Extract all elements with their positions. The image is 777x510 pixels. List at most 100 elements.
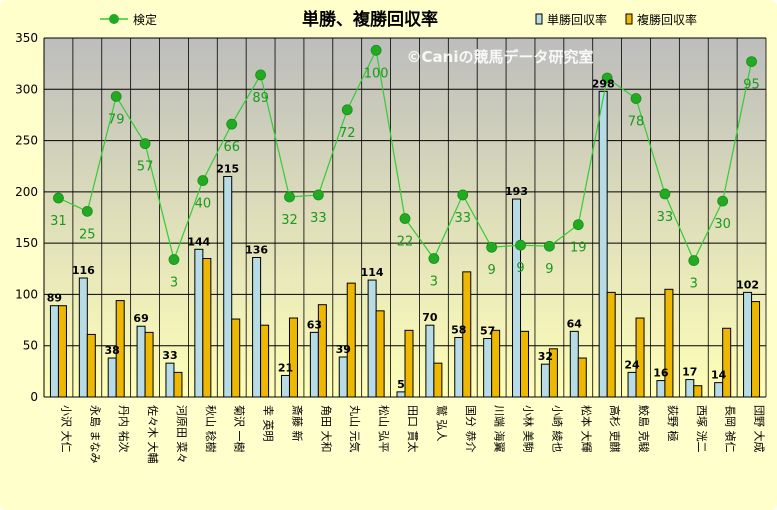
kentei-value-label: 3 (170, 276, 178, 291)
tansho-value-label: 5 (397, 378, 405, 391)
x-tick-label: 佐々木 大輔 (146, 405, 160, 464)
fukusho-bar (722, 327, 732, 398)
kentei-value-label: 9 (487, 263, 495, 278)
tansho-bar (425, 324, 435, 398)
tansho-value-label: 33 (162, 349, 177, 362)
fukusho-bar (433, 362, 443, 398)
kentei-value-label: 32 (281, 213, 298, 228)
tansho-value-label: 89 (47, 292, 62, 305)
tansho-bar (136, 325, 146, 398)
kentei-point (284, 191, 295, 203)
x-tick-label: 団野 大成 (753, 405, 767, 453)
tansho-value-label: 17 (682, 366, 697, 379)
tansho-bar (223, 175, 233, 398)
fukusho-bar (115, 300, 125, 398)
kentei-point (226, 118, 238, 130)
kentei-value-label: 25 (79, 227, 96, 242)
kentei-point (717, 195, 729, 207)
fukusho-bar (86, 333, 96, 398)
legend-fukusho-swatch (625, 13, 633, 25)
y-axis: 0 50 100 150 200 250 300 350 (15, 31, 45, 404)
x-tick-label: 斎藤 新 (290, 405, 304, 442)
x-tick-label: 松山 弘平 (377, 405, 391, 453)
fukusho-bar (57, 305, 67, 398)
tansho-bar (194, 248, 204, 398)
fukusho-bar (635, 317, 645, 398)
x-tick-label: 小崎 綾也 (550, 405, 564, 453)
kentei-value-label: 78 (628, 115, 645, 130)
kentei-value-label: 9 (516, 261, 524, 276)
tansho-bar (714, 382, 724, 398)
kentei-point (630, 93, 642, 104)
x-tick-label: 秋山 稔樹 (204, 405, 218, 453)
tansho-value-label: 193 (505, 185, 528, 198)
chart-title: 単勝、複勝回収率 (302, 9, 438, 30)
x-tick-label: 幸 英明 (262, 405, 276, 442)
kentei-value-label: 33 (657, 210, 674, 225)
x-tick-label: 永島 まなみ (88, 405, 102, 464)
y-tick-label: 150 (15, 236, 38, 250)
y-tick-label: 0 (30, 390, 38, 404)
tansho-bar (367, 279, 377, 398)
x-tick-label: 荻野 極 (666, 405, 680, 442)
fukusho-bar (577, 357, 587, 398)
tansho-bar (396, 391, 406, 398)
fukusho-bar (606, 291, 616, 398)
kentei-value-label: 33 (454, 211, 471, 226)
tansho-bar (338, 356, 348, 398)
x-tick-label: 西塚 洸二 (695, 405, 709, 453)
kentei-point (139, 138, 151, 150)
kentei-point (110, 91, 122, 102)
tansho-value-label: 69 (133, 312, 148, 325)
x-tick-label: 田口 貫太 (406, 405, 419, 453)
kentei-value-label: 95 (743, 78, 760, 93)
fukusho-bar (173, 371, 183, 398)
kentei-point (457, 189, 469, 201)
x-tick-label: 川端 海翼 (493, 405, 507, 453)
kentei-value-label: 30 (714, 217, 731, 232)
tansho-value-label: 144 (187, 235, 210, 248)
kentei-point (53, 192, 64, 204)
tansho-bar (454, 337, 464, 398)
kentei-line (53, 44, 757, 266)
kentei-point (312, 189, 324, 201)
tansho-value-label: 38 (105, 344, 120, 357)
tansho-value-label: 215 (216, 162, 239, 175)
tansho-value-label: 70 (422, 311, 438, 324)
tansho-bar (78, 277, 88, 398)
kentei-point (486, 241, 498, 253)
fukusho-bar (664, 288, 674, 398)
kentei-value-label: 40 (195, 197, 212, 212)
fukusho-bar (462, 271, 472, 398)
kentei-value-label: 19 (570, 241, 587, 256)
tansho-value-label: 64 (567, 317, 583, 330)
x-tick-label: 高杉 吏麒 (608, 405, 622, 453)
tansho-value-label: 102 (736, 278, 759, 291)
x-tick-label: 小沢 大仁 (59, 405, 73, 453)
tansho-bar (107, 357, 117, 398)
kentei-value-label: 3 (430, 275, 438, 290)
tansho-bar (656, 380, 666, 398)
kentei-point (255, 69, 267, 81)
kentei-point (659, 188, 671, 200)
kentei-point (601, 72, 613, 84)
y-tick-label: 50 (23, 339, 38, 353)
legend-tansho: 単勝回収率 (547, 12, 607, 27)
fukusho-bar (288, 317, 298, 398)
kentei-point (197, 175, 209, 186)
tansho-bar (743, 291, 753, 398)
fukusho-bar (260, 324, 270, 398)
kentei-point (341, 104, 353, 116)
y-tick-label: 200 (15, 185, 38, 199)
tansho-value-label: 16 (653, 367, 669, 380)
tansho-value-label: 63 (307, 318, 322, 331)
fukusho-bar (346, 282, 356, 398)
tansho-bar (280, 374, 290, 398)
fukusho-bar (751, 301, 761, 398)
kentei-value-label: 89 (252, 91, 269, 106)
tansho-bar (483, 338, 493, 398)
y-tick-label: 350 (15, 31, 38, 45)
x-tick-label: 長岡 禎仁 (724, 405, 737, 453)
x-tick-label: 小林 美駒 (522, 405, 536, 453)
